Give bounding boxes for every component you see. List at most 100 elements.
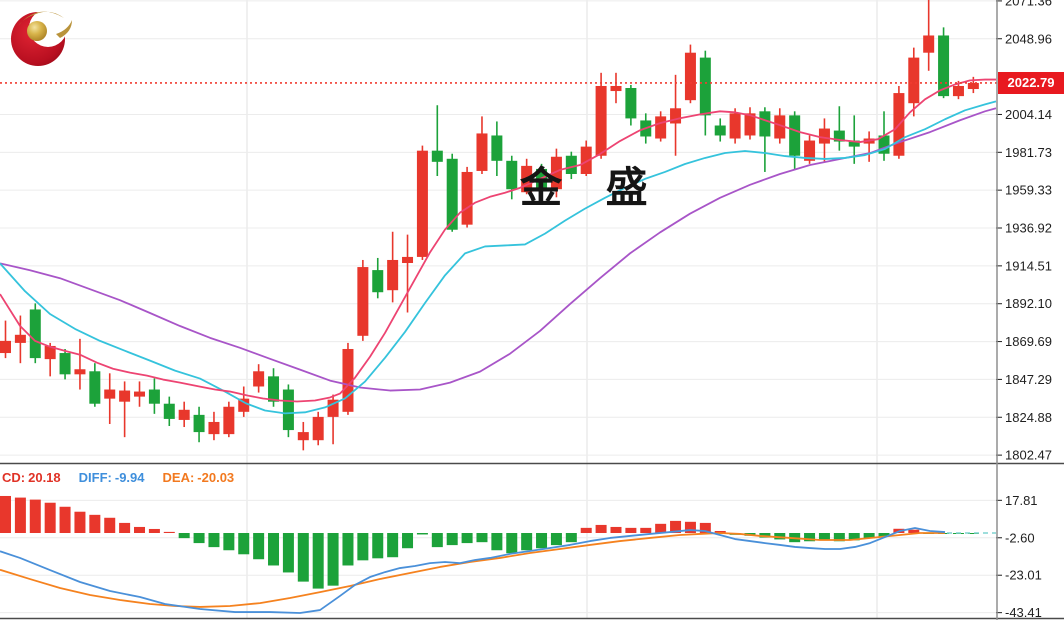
macd-tick-label: -43.41 [1005, 605, 1042, 620]
macd-tick-label: 17.81 [1005, 493, 1038, 508]
dea-line [0, 532, 945, 608]
macd-bar [774, 533, 786, 540]
candle-body [818, 128, 830, 144]
candle-body [833, 130, 845, 142]
macd-bar [148, 528, 160, 533]
candle-body [938, 35, 950, 97]
candle-body [506, 160, 518, 190]
candle-body [789, 115, 801, 156]
current-price-badge: 2022.79 [998, 71, 1064, 94]
macd-bar [506, 533, 518, 554]
macd-bar [878, 533, 890, 537]
macd-bar [134, 526, 146, 533]
macd-tick-label: -23.01 [1005, 568, 1042, 583]
candle-body [297, 432, 309, 441]
ma-mid-line [0, 100, 997, 415]
candle-body [0, 340, 11, 354]
candle-body [491, 135, 503, 161]
candle-body [431, 150, 443, 162]
macd-bar [491, 533, 503, 551]
macd-bar [59, 506, 71, 533]
macd-bar [238, 533, 250, 555]
macd-bar [640, 527, 652, 533]
diff-line [0, 527, 946, 614]
candle-body [967, 82, 979, 90]
candle-body [357, 267, 369, 336]
macd-bar [804, 533, 816, 542]
macd-bar [223, 533, 235, 551]
dea-value-label: DEA: -20.03 [162, 470, 235, 485]
macd-bar [208, 533, 220, 548]
candle-body [744, 113, 756, 136]
candle-body [29, 309, 41, 359]
price-tick-label: 1824.88 [1005, 410, 1052, 425]
candle-body [208, 421, 220, 435]
macd-bar [863, 533, 875, 539]
macd-bar [387, 533, 399, 558]
ma-fast-line [0, 78, 996, 403]
macd-bar [14, 497, 26, 533]
candle-body [655, 116, 667, 139]
candle-body [580, 146, 592, 174]
macd-bar [580, 527, 592, 533]
macd-bar [759, 533, 771, 538]
candle-body [699, 57, 711, 116]
diff-value-label: DIFF: -9.94 [78, 470, 145, 485]
candle-body [89, 371, 101, 404]
candle-body [238, 398, 250, 412]
macd-tick-label: -2.60 [1005, 530, 1035, 545]
macd-bar [967, 533, 979, 534]
macd-bar [119, 522, 131, 533]
macd-bar [0, 495, 11, 533]
candle-body [759, 111, 771, 137]
candle-body [923, 35, 935, 53]
candle-body [178, 409, 190, 420]
candle-body [461, 171, 473, 225]
macd-bar [714, 530, 726, 533]
candle-body [714, 125, 726, 136]
candle-body [952, 85, 964, 97]
price-tick-label: 1869.69 [1005, 334, 1052, 349]
candle-body [104, 389, 116, 399]
macd-bar [431, 533, 443, 548]
macd-bar [684, 521, 696, 533]
candle-body [74, 369, 86, 375]
macd-bar [104, 517, 116, 533]
macd-bar [402, 533, 414, 549]
macd-bar [342, 533, 354, 566]
candle-body [536, 168, 548, 192]
macd-bar [536, 533, 548, 549]
candle-body [670, 108, 682, 124]
candle-body [163, 403, 175, 419]
macd-value-label: CD: 20.18 [2, 470, 61, 485]
macd-legend: CD: 20.18 DIFF: -9.94 DEA: -20.03 [2, 470, 234, 485]
price-tick-label: 1802.47 [1005, 448, 1052, 463]
macd-bar [848, 533, 860, 541]
macd-bar [476, 533, 488, 543]
macd-bar [610, 526, 622, 533]
macd-bar [163, 531, 175, 533]
candle-body [878, 135, 890, 154]
candle-body [253, 371, 265, 387]
candle-body [521, 165, 533, 193]
price-tick-label: 2071.36 [1005, 0, 1052, 8]
price-tick-label: 2004.14 [1005, 107, 1052, 122]
candle-body [342, 348, 354, 412]
macd-bar [908, 529, 920, 533]
candle-body [268, 376, 280, 402]
price-tick-label: 1936.92 [1005, 221, 1052, 236]
candle-body [14, 334, 26, 343]
candle-body [282, 389, 294, 431]
broker-logo [11, 9, 72, 66]
candle-body [193, 414, 205, 433]
candle-body [387, 259, 399, 291]
price-tick-label: 2048.96 [1005, 31, 1052, 46]
macd-bar [699, 522, 711, 533]
candle-body [148, 389, 160, 404]
macd-bar [833, 533, 845, 542]
macd-bar [550, 533, 562, 546]
macd-bar [446, 533, 458, 546]
price-tick-label: 1847.29 [1005, 372, 1052, 387]
candle-body [372, 270, 384, 293]
